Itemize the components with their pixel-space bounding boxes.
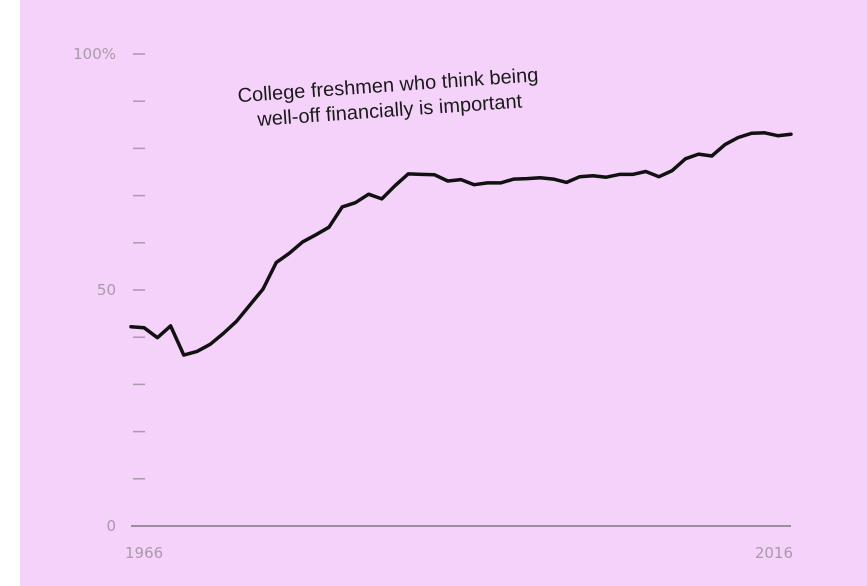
chart-annotation: College freshmen who think beingwell-off… xyxy=(237,64,539,131)
y-tick-label: 50 xyxy=(97,281,116,299)
annotation-text: College freshmen who think beingwell-off… xyxy=(237,64,539,131)
y-axis: 100% 50 0 xyxy=(73,45,145,535)
x-tick-label: 2016 xyxy=(755,544,793,562)
x-axis: 1966 2016 xyxy=(125,544,793,562)
x-tick-label: 1966 xyxy=(125,544,163,562)
y-tick-label: 100% xyxy=(73,45,116,63)
series-group xyxy=(129,131,793,357)
chart-panel xyxy=(20,0,867,586)
y-tick-label: 0 xyxy=(106,517,116,535)
series-line xyxy=(129,131,793,357)
